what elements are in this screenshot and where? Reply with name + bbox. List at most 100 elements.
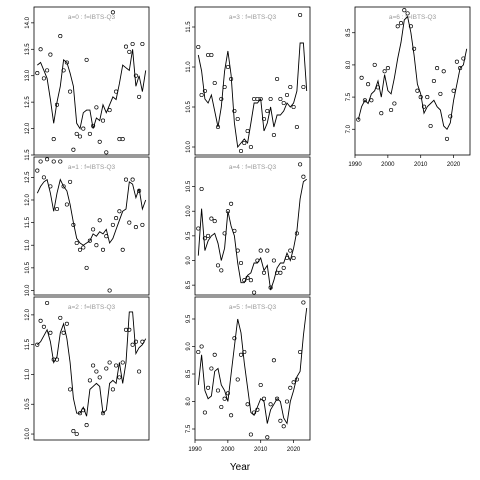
x-tick-label: 2010: [254, 447, 268, 453]
x-tick-label: 1990: [348, 162, 362, 168]
data-point: [35, 342, 40, 347]
data-point: [252, 290, 257, 295]
data-point: [120, 247, 125, 252]
data-point: [110, 222, 115, 227]
data-point: [58, 34, 63, 39]
data-point: [278, 96, 283, 102]
data-point: [107, 108, 112, 113]
y-tick-label: 11.0: [25, 368, 31, 380]
data-point: [206, 385, 211, 390]
panel-2: a=6 : f=IBTS-Q3 7.0 7.5 8.0 8.5 1990 2000 2010 2…: [346, 6, 471, 168]
data-point: [120, 137, 125, 142]
data-point: [412, 46, 417, 51]
data-point: [275, 396, 280, 401]
data-point: [301, 174, 306, 179]
data-point: [402, 8, 407, 13]
data-point: [209, 366, 214, 371]
data-point: [97, 139, 102, 144]
data-point: [428, 123, 433, 129]
data-point: [284, 255, 290, 261]
y-tick-label: 10.5: [186, 101, 192, 113]
data-point: [51, 137, 56, 142]
data-point: [97, 218, 102, 223]
data-point: [84, 57, 89, 62]
data-point: [261, 396, 267, 401]
data-point: [398, 21, 404, 26]
data-point: [235, 377, 240, 382]
data-point: [114, 216, 119, 221]
y-tick-label: 12.0: [25, 193, 31, 205]
data-point: [255, 258, 260, 263]
data-point: [45, 157, 50, 162]
data-point: [271, 132, 276, 138]
data-point: [291, 104, 296, 110]
y-tick-label: 11.5: [25, 338, 31, 350]
data-point: [408, 24, 413, 29]
data-point: [229, 413, 234, 418]
x-tick-label: 2010: [414, 162, 428, 168]
data-point: [298, 349, 303, 355]
data-point: [281, 424, 286, 429]
data-point: [81, 126, 86, 131]
data-point: [454, 59, 459, 64]
data-point: [248, 144, 253, 150]
data-point: [64, 60, 69, 65]
data-point: [438, 91, 443, 96]
data-point: [114, 89, 119, 94]
data-point: [123, 177, 129, 182]
data-point: [199, 92, 204, 98]
data-point: [252, 96, 257, 102]
x-tick-label: 2020: [287, 447, 301, 453]
data-point: [117, 375, 122, 380]
panel-frame: [194, 156, 311, 296]
data-point: [291, 380, 296, 385]
data-point: [212, 80, 217, 86]
data-point: [291, 255, 296, 261]
data-point: [362, 98, 367, 103]
data-point: [38, 47, 43, 52]
panel-title: a=6 : f=IBTS-Q3: [389, 14, 437, 21]
data-point: [271, 358, 276, 363]
panel-title: a=4 : f=IBTS-Q3: [229, 164, 277, 171]
data-point: [71, 222, 76, 227]
y-tick-label: 8.5: [186, 369, 192, 378]
data-point: [212, 352, 217, 357]
data-point: [94, 243, 99, 248]
data-point: [84, 423, 89, 428]
data-point: [137, 94, 142, 99]
data-point: [199, 186, 204, 192]
data-point: [199, 344, 204, 349]
data-point: [196, 44, 201, 50]
data-point: [356, 117, 361, 122]
data-point: [68, 179, 73, 184]
data-point: [206, 233, 211, 238]
data-point: [425, 95, 430, 100]
data-point: [107, 288, 112, 293]
data-point: [271, 258, 276, 263]
data-point: [137, 188, 142, 193]
data-point: [127, 327, 132, 332]
data-point: [104, 150, 109, 155]
x-tick-label: 2020: [447, 162, 461, 168]
data-point: [140, 41, 145, 47]
data-point: [222, 396, 227, 401]
data-point: [196, 226, 201, 231]
data-point: [202, 88, 207, 94]
y-tick-label: 10.0: [186, 205, 192, 217]
data-point: [64, 321, 69, 326]
data-point: [48, 330, 53, 335]
data-point: [435, 66, 440, 71]
y-tick-label: 10.5: [25, 261, 31, 273]
x-tick-label: 2000: [221, 447, 235, 453]
data-point: [242, 349, 247, 355]
y-tick-label: 11.5: [186, 21, 192, 33]
data-point: [61, 184, 66, 189]
data-point: [54, 206, 60, 212]
data-point: [68, 89, 73, 94]
y-tick-label: 10.5: [25, 398, 31, 410]
data-point: [458, 66, 463, 71]
data-point: [127, 49, 132, 54]
data-point: [238, 260, 244, 266]
y-tick-label: 14.0: [25, 16, 31, 28]
